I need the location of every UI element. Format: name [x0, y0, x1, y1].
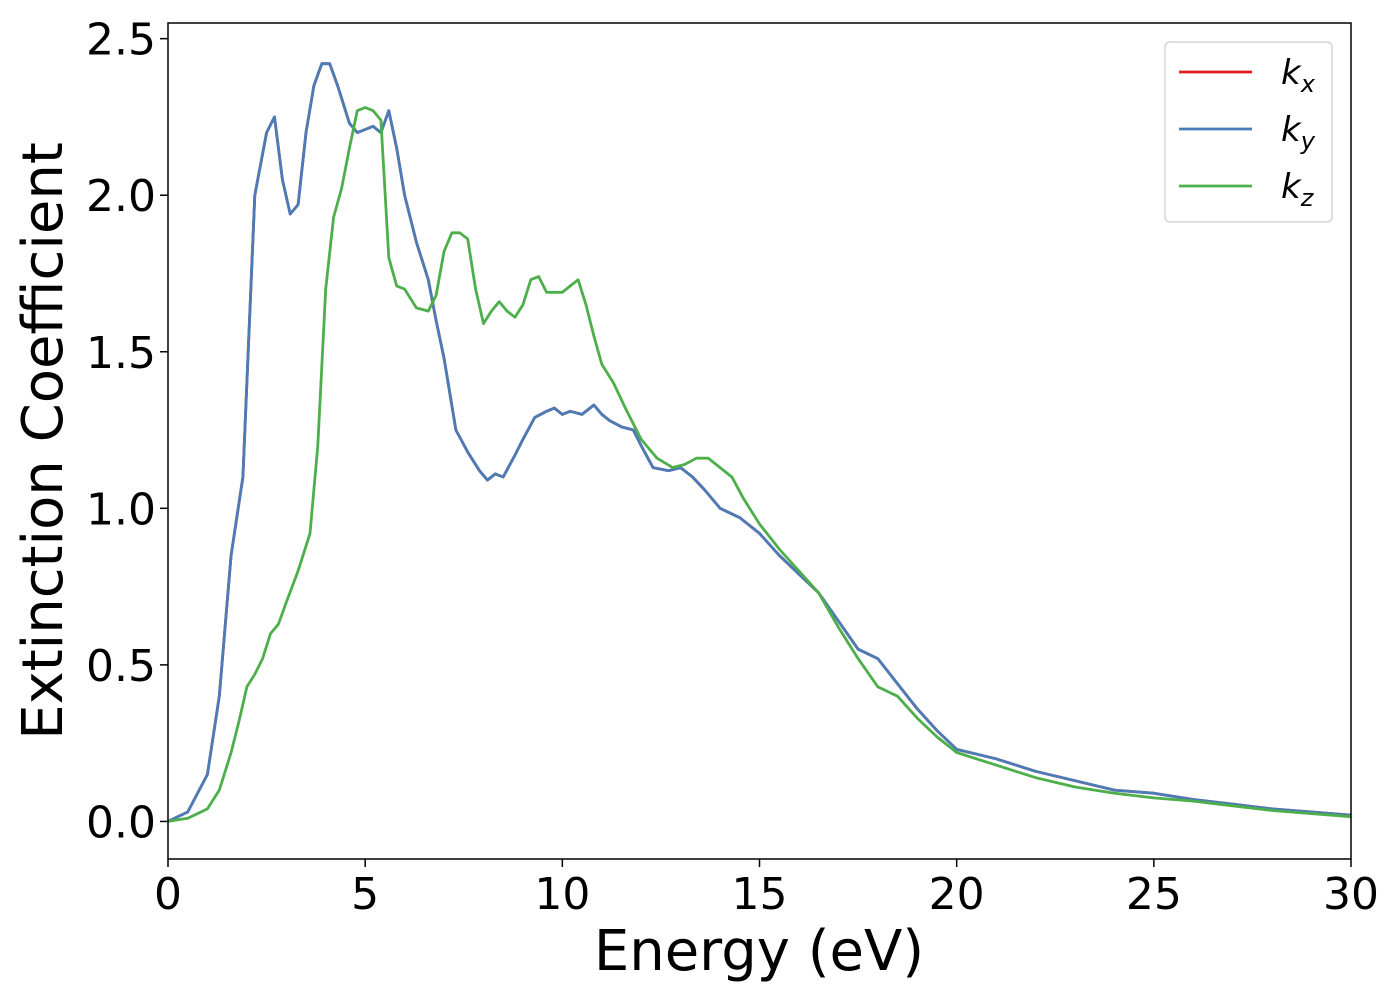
x-tick-label: 30: [1323, 869, 1379, 920]
legend-label-ky: ky: [1281, 110, 1316, 155]
series-line-ky: [167, 62, 1352, 823]
x-tick-label: 0: [154, 869, 182, 920]
legend-box: [1164, 41, 1333, 223]
y-tick-label: 2.5: [86, 15, 156, 66]
legend-label-kx: kx: [1281, 53, 1316, 98]
x-tick-label: 10: [534, 869, 590, 920]
y-tick-label: 0.5: [86, 641, 156, 692]
x-tick-label: 15: [732, 869, 788, 920]
y-tick-label: 0.0: [86, 797, 156, 848]
x-tick-label: 25: [1126, 869, 1182, 920]
x-axis-ticks: 0 5 10 15 20 25 30: [154, 859, 1379, 920]
y-axis-ticks: 0.0 0.5 1.0 1.5 2.0 2.5: [86, 15, 168, 848]
y-tick-label: 1.0: [86, 484, 156, 535]
x-tick-label: 20: [929, 869, 985, 920]
y-tick-label: 1.5: [86, 328, 156, 379]
y-axis-title: Extinction Coefficient: [11, 142, 76, 740]
legend-label-kz: kz: [1281, 167, 1315, 212]
x-axis-title: Energy (eV): [594, 919, 924, 984]
legend: kx ky kz: [1164, 41, 1333, 223]
y-tick-label: 2.0: [86, 171, 156, 222]
series-line-kz: [167, 106, 1352, 823]
x-tick-label: 5: [351, 869, 379, 920]
series-layer: [167, 62, 1352, 823]
